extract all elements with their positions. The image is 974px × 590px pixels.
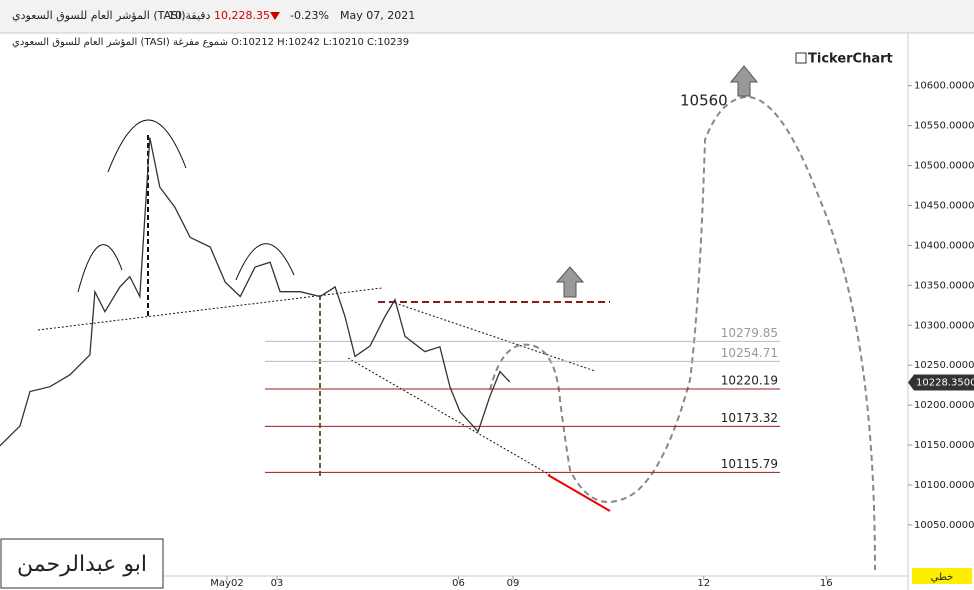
chart-style: خطي bbox=[931, 572, 954, 583]
y-tick-label: 10550.0000 bbox=[914, 121, 974, 132]
level-label: 10254.71 bbox=[721, 346, 778, 360]
price-tag bbox=[908, 374, 974, 391]
y-tick-label: 10150.0000 bbox=[914, 440, 974, 451]
last-price: 10,228.35 bbox=[214, 9, 270, 22]
y-tick-label: 10300.0000 bbox=[914, 320, 974, 331]
x-tick-label: 03 bbox=[271, 578, 284, 589]
arc bbox=[235, 243, 295, 281]
y-tick-label: 10100.0000 bbox=[914, 480, 974, 491]
date: May 07, 2021 bbox=[340, 9, 415, 22]
arc bbox=[107, 119, 187, 173]
y-tick-label: 10400.0000 bbox=[914, 240, 974, 251]
title: المؤشر العام للسوق السعودي (TASI) bbox=[12, 9, 186, 22]
level-label: 10279.85 bbox=[721, 326, 778, 340]
drawings bbox=[37, 95, 876, 571]
brand-icon bbox=[795, 52, 807, 64]
price-line bbox=[0, 137, 511, 447]
arc bbox=[77, 244, 123, 293]
y-tick-label: 10600.0000 bbox=[914, 81, 974, 92]
price-tag-label: 10228.3500 bbox=[916, 377, 974, 388]
author: ابو عبدالرحمن bbox=[17, 552, 147, 577]
projection bbox=[489, 95, 876, 571]
channel-line bbox=[347, 357, 551, 476]
y-tick-label: 10250.0000 bbox=[914, 360, 974, 371]
y-tick-label: 10350.0000 bbox=[914, 280, 974, 291]
header-bar bbox=[0, 0, 974, 33]
up-arrow bbox=[729, 65, 759, 97]
y-tick-label: 10200.0000 bbox=[914, 400, 974, 411]
y-tick-label: 10050.0000 bbox=[914, 520, 974, 531]
level-label: 10220.19 bbox=[721, 373, 778, 387]
level-label: 10173.32 bbox=[721, 411, 778, 425]
subtitle: المؤشر العام للسوق السعودي (TASI) شموع م… bbox=[12, 37, 409, 48]
down-arrow bbox=[270, 12, 280, 20]
x-tick-label: 12 bbox=[697, 578, 710, 589]
change: -0.23% bbox=[290, 9, 329, 22]
style-box bbox=[912, 568, 972, 584]
interval: 10 دقيقة bbox=[168, 9, 211, 22]
neckline bbox=[37, 287, 383, 331]
y-tick-label: 10450.0000 bbox=[914, 200, 974, 211]
x-tick-label: 16 bbox=[820, 578, 833, 589]
x-tick-label: 06 bbox=[452, 578, 465, 589]
level-label: 10115.79 bbox=[721, 457, 778, 471]
x-tick-label: May02 bbox=[210, 578, 243, 589]
breakdown bbox=[547, 474, 611, 512]
target-label: 10560 bbox=[680, 92, 728, 110]
author-box bbox=[0, 538, 164, 589]
y-tick-label: 10500.0000 bbox=[914, 161, 974, 172]
x-tick-label: 09 bbox=[507, 578, 520, 589]
brand: TickerChart bbox=[808, 52, 893, 67]
up-arrow bbox=[555, 266, 585, 298]
channel-line bbox=[394, 302, 596, 372]
